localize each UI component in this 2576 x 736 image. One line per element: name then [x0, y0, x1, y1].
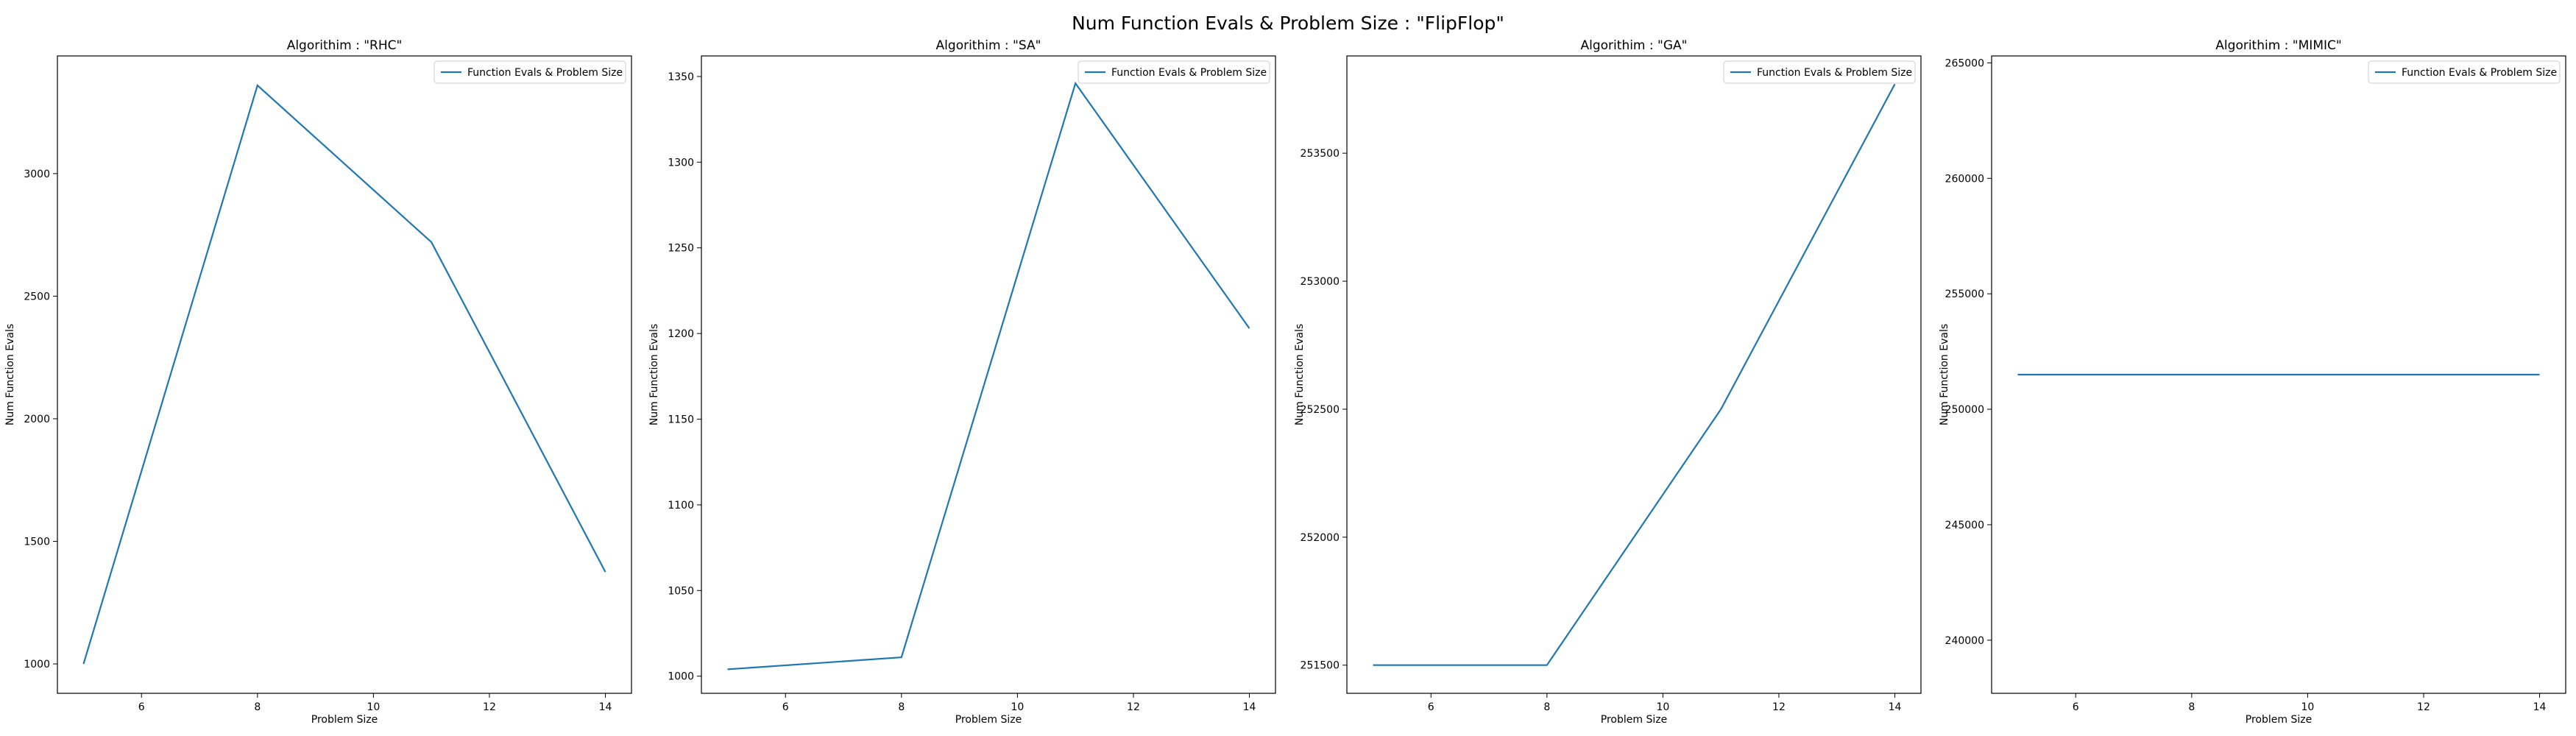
series-line-1 [82, 84, 606, 665]
x-tick-label: 10 [1011, 701, 1024, 713]
y-tick-label: 253500 [1301, 148, 1340, 160]
x-tick-label: 10 [2301, 701, 2314, 713]
x-tick-label: 12 [2417, 701, 2430, 713]
y-tick-label: 1350 [668, 71, 694, 83]
x-tick-label: 10 [1656, 701, 1669, 713]
y-axis-label: Num Function Evals [4, 324, 16, 425]
subplot-1: 6 8 10 12 14 1000 1500 2000 2500 3000 Algorithim :… [4, 38, 632, 726]
y-axis-label: Num Function Evals [1294, 324, 1306, 425]
x-tick-label: 12 [483, 701, 496, 713]
axes-frame [701, 55, 1276, 694]
series-line-1 [1373, 83, 1896, 666]
y-tick-label: 1500 [24, 536, 50, 548]
legend-box [1078, 60, 1270, 84]
y-tick-label: 1300 [668, 157, 694, 169]
y-tick-label: 1000 [24, 659, 50, 670]
y-tick-label: 250000 [1945, 404, 1984, 416]
figure-suptitle: Num Function Evals & Problem Size : "Fli… [1072, 13, 1504, 34]
y-tick-label: 2000 [24, 414, 50, 425]
subplot-title: Algorithim : "MIMIC" [2215, 38, 2341, 53]
legend-entry-label: Function Evals & Problem Size [467, 67, 623, 79]
x-tick-label: 14 [599, 701, 612, 713]
series-line-1 [727, 81, 1250, 670]
x-axis-label: Problem Size [1601, 714, 1667, 726]
x-tick-label: 14 [2533, 701, 2547, 713]
y-tick-label: 3000 [24, 169, 50, 180]
y-tick-label: 253000 [1301, 276, 1340, 288]
subplot-title: Algorithim : "RHC" [287, 38, 403, 53]
subplots: 6 8 10 12 14 1000 1500 2000 2500 3000 Algorithim :… [4, 38, 2566, 726]
y-axis-label: Num Function Evals [648, 324, 660, 425]
y-tick-label: 1050 [668, 585, 694, 597]
y-tick-label: 1200 [668, 328, 694, 340]
legend-box [2368, 60, 2561, 84]
legend-entry-label: Function Evals & Problem Size [1757, 67, 1912, 79]
x-axis-label: Problem Size [311, 714, 378, 726]
x-tick-label: 8 [898, 701, 905, 713]
legend-box [1723, 60, 1916, 84]
y-tick-label: 1150 [668, 414, 694, 426]
axes-frame [1991, 55, 2566, 694]
subplot-title: Algorithim : "GA" [1581, 38, 1688, 53]
y-tick-label: 1250 [668, 243, 694, 255]
y-tick-label: 1000 [668, 671, 694, 683]
y-tick-label: 252000 [1301, 532, 1340, 544]
x-tick-label: 12 [1772, 701, 1786, 713]
subplot-2: 6 8 10 12 14 1000 1050 1100 1150 1200 1250 1300 1350… [648, 38, 1276, 726]
x-tick-label: 6 [782, 701, 789, 713]
y-tick-label: 245000 [1945, 520, 1984, 531]
axes-frame [57, 55, 632, 694]
x-tick-label: 14 [1889, 701, 1902, 713]
x-axis-label: Problem Size [2246, 714, 2312, 726]
y-tick-label: 255000 [1945, 289, 1984, 300]
y-tick-label: 1100 [668, 500, 694, 512]
x-tick-label: 10 [367, 701, 380, 713]
y-tick-label: 251500 [1301, 660, 1340, 672]
y-tick-label: 2500 [24, 291, 50, 302]
subplot-4: 6 8 10 12 14 240000 245000 250000 255000 260000 26… [1939, 38, 2566, 726]
x-tick-label: 6 [2073, 701, 2079, 713]
legend: Function Evals & Problem Size [2368, 60, 2561, 84]
axes-frame [1346, 55, 1922, 694]
legend: Function Evals & Problem Size [434, 60, 626, 84]
x-tick-label: 14 [1243, 701, 1256, 713]
legend-entry-label: Function Evals & Problem Size [2402, 67, 2557, 79]
subplot-3: 6 8 10 12 14 251500 252000 252500 253000 253500 Al… [1294, 38, 1922, 726]
legend: Function Evals & Problem Size [1078, 60, 1270, 84]
x-tick-label: 6 [138, 701, 145, 713]
x-tick-label: 8 [2188, 701, 2195, 713]
y-tick-label: 265000 [1945, 57, 1984, 69]
y-tick-label: 260000 [1945, 173, 1984, 185]
legend-entry-label: Function Evals & Problem Size [1111, 67, 1267, 79]
legend: Function Evals & Problem Size [1723, 60, 1916, 84]
x-tick-label: 8 [1543, 701, 1550, 713]
x-tick-label: 12 [1127, 701, 1140, 713]
x-tick-label: 6 [1428, 701, 1434, 713]
legend-box [434, 60, 626, 84]
subplot-title: Algorithim : "SA" [936, 38, 1041, 53]
x-tick-label: 8 [254, 701, 261, 713]
y-axis-label: Num Function Evals [1939, 324, 1950, 425]
y-tick-label: 252500 [1301, 404, 1340, 416]
x-axis-label: Problem Size [955, 714, 1022, 726]
y-tick-label: 240000 [1945, 635, 1984, 647]
